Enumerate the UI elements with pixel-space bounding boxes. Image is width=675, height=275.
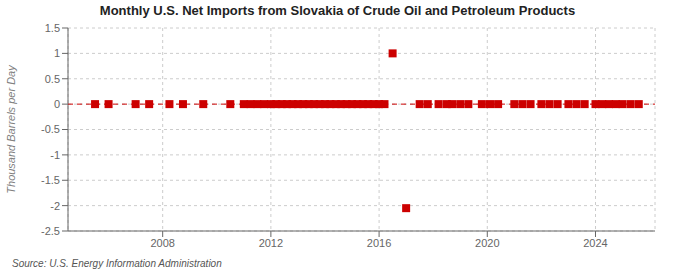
svg-text:Thousand Barrels per Day: Thousand Barrels per Day	[8, 64, 17, 194]
svg-text:-1: -1	[50, 149, 60, 161]
svg-text:0: 0	[54, 98, 60, 110]
svg-text:2016: 2016	[367, 237, 391, 249]
svg-text:-2.5: -2.5	[41, 225, 60, 237]
svg-text:-2: -2	[50, 200, 60, 212]
svg-text:1.5: 1.5	[45, 22, 60, 34]
svg-text:0.5: 0.5	[45, 73, 60, 85]
svg-text:2020: 2020	[475, 237, 499, 249]
html-text:Monthly U.S. Net Imports from: Monthly U.S. Net Imports from Slovakia o…	[99, 3, 576, 18]
svg-text:2024: 2024	[583, 237, 607, 249]
svg-text:1: 1	[54, 47, 60, 59]
svg-text:-0.5: -0.5	[41, 123, 60, 135]
svg-text:2008: 2008	[150, 237, 174, 249]
html-text:Source: U.S. Energy Informatio: Source: U.S. Energy Information Administ…	[12, 258, 222, 269]
svg-text:-1.5: -1.5	[41, 174, 60, 186]
svg-text:2012: 2012	[259, 237, 283, 249]
